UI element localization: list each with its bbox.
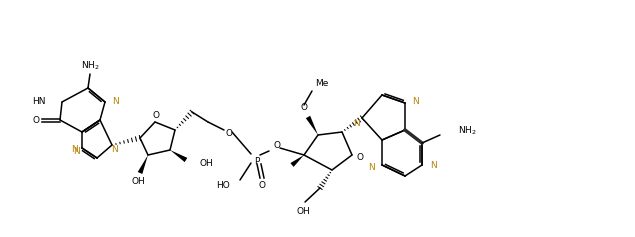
Text: O: O [32,115,39,124]
Text: O: O [225,128,232,137]
Text: N: N [72,147,79,156]
Text: Me: Me [315,79,328,88]
Polygon shape [290,155,304,167]
Polygon shape [306,116,318,135]
Text: O: O [356,154,363,163]
Text: N: N [110,146,117,155]
Text: N: N [112,96,119,105]
Text: HN: HN [32,97,46,106]
Text: NH$_2$: NH$_2$ [81,60,99,72]
Text: O: O [258,181,265,190]
Polygon shape [170,150,187,162]
Text: OH: OH [296,208,310,217]
Text: NH$_2$: NH$_2$ [458,125,477,137]
Text: N: N [368,163,375,172]
Text: N: N [412,96,418,105]
Text: N: N [354,118,361,128]
Text: O: O [274,141,281,150]
Text: P: P [254,156,260,165]
Text: N: N [70,146,77,155]
Text: O: O [300,102,307,111]
Text: O: O [152,110,159,119]
Text: OH: OH [200,160,214,169]
Polygon shape [138,155,148,174]
Text: OH: OH [131,178,145,187]
Text: HO: HO [217,181,230,190]
Text: N: N [430,160,437,169]
